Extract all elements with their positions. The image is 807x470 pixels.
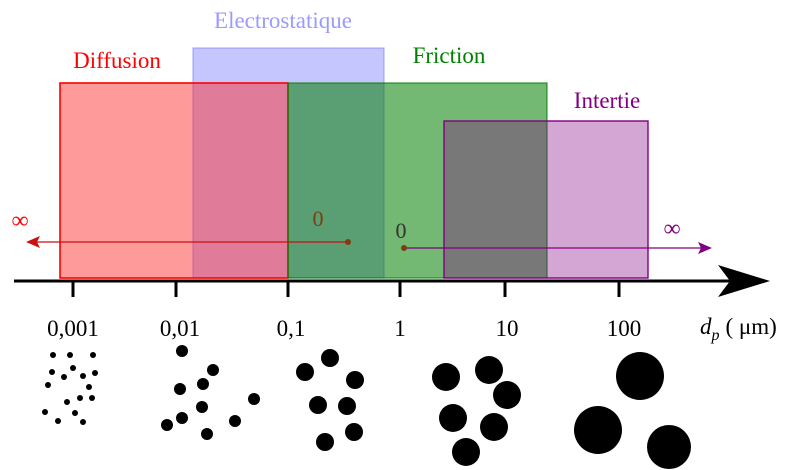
right-zero-label: 0 [396,218,407,243]
diffusion-region [59,82,289,279]
inertia-arrow-head [698,242,712,254]
particles-1 [432,356,521,466]
diffusion-zero-dot [345,239,351,245]
tick-label-1: 1 [394,316,406,341]
friction-label: Friction [413,43,486,68]
particles-10 [574,352,691,469]
axis-variable: d [700,314,712,339]
intertie-region [443,120,649,279]
particles-001 [161,345,260,440]
diffusion-arrow-head [26,236,40,248]
axis-unit-label: dp ( μm) [700,314,777,344]
tick-label-001: 0,01 [160,316,200,341]
electrostatique-label: Electrostatique [214,8,352,33]
particles-0001 [42,352,98,425]
right-infinity-label: ∞ [663,216,680,242]
major-ticks [71,281,621,297]
tick-label-0001: 0,001 [47,316,99,341]
inertia-zero-dot [401,245,407,251]
tick-label-10: 10 [496,316,519,341]
size-axis-arrowhead [718,265,770,297]
diffusion-label: Diffusion [73,48,161,73]
tick-label-01: 0,1 [277,316,306,341]
intertie-label: Intertie [574,88,640,113]
friction-region [287,82,548,279]
tick-label-100: 100 [607,316,642,341]
particles-01 [296,349,364,451]
axis-unit: ( μm) [726,314,777,339]
left-infinity-label: ∞ [11,208,28,234]
left-zero-label: 0 [313,206,324,231]
axis-variable-subscript: p [711,327,720,344]
